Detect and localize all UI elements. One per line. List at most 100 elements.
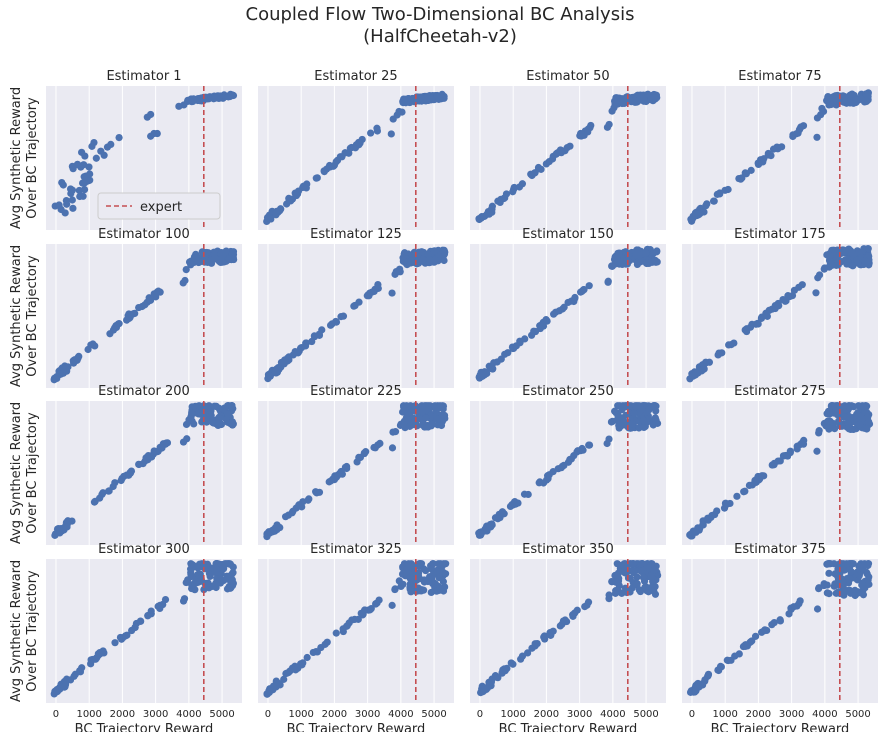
- panel-title: Estimator 1: [106, 69, 181, 84]
- legend-box: [97, 192, 221, 220]
- data-point: [713, 190, 721, 198]
- data-point: [488, 521, 496, 529]
- data-point: [556, 622, 564, 630]
- data-point: [402, 567, 410, 576]
- panel-title: Estimator 150: [522, 227, 614, 242]
- data-point: [815, 427, 823, 435]
- data-point: [819, 107, 828, 116]
- x-axis-label: BC Trajectory Reward: [711, 722, 850, 732]
- x-tick-label: 4000: [388, 709, 413, 720]
- data-point: [611, 589, 620, 597]
- data-point: [653, 248, 661, 256]
- data-point: [796, 597, 804, 605]
- data-point: [640, 577, 649, 585]
- data-point: [429, 560, 437, 568]
- data-point: [87, 656, 95, 664]
- data-point: [218, 251, 227, 259]
- data-point: [545, 471, 553, 479]
- data-point: [406, 96, 414, 104]
- x-tick-label: 5000: [209, 709, 234, 720]
- data-point: [721, 499, 730, 508]
- data-point: [343, 622, 351, 630]
- data-point: [275, 207, 284, 215]
- data-point: [509, 501, 517, 509]
- data-point: [419, 421, 427, 429]
- data-point: [387, 130, 395, 138]
- panel-background: [470, 244, 666, 388]
- panel-title: Estimator 175: [734, 227, 826, 242]
- data-point: [128, 626, 136, 635]
- data-point: [851, 591, 859, 600]
- y-axis-label: Avg Synthetic Reward Over BC Trajectory: [9, 87, 40, 229]
- data-point: [848, 560, 856, 568]
- data-point: [97, 147, 105, 155]
- panel-title: Estimator 250: [522, 384, 614, 399]
- data-point: [280, 675, 288, 683]
- data-point: [424, 250, 432, 258]
- data-point: [396, 268, 404, 276]
- data-point: [187, 413, 195, 421]
- data-point: [746, 323, 755, 331]
- data-point: [426, 256, 434, 264]
- data-point: [854, 402, 863, 410]
- data-point: [843, 260, 851, 268]
- data-point: [229, 254, 237, 262]
- data-point: [205, 402, 213, 410]
- data-point: [150, 447, 158, 455]
- data-point: [348, 616, 356, 624]
- data-point: [540, 632, 549, 640]
- data-point: [735, 174, 743, 183]
- data-point: [635, 424, 643, 432]
- data-point: [633, 573, 641, 581]
- data-point: [604, 277, 612, 285]
- data-point: [849, 99, 858, 107]
- data-point: [223, 572, 231, 580]
- data-point: [228, 419, 236, 427]
- data-point: [205, 569, 214, 578]
- data-point: [111, 639, 119, 647]
- data-point: [332, 318, 341, 326]
- data-point: [834, 259, 842, 267]
- data-point: [605, 591, 613, 599]
- data-point: [135, 460, 143, 469]
- x-axis-label: BC Trajectory Reward: [287, 722, 426, 732]
- data-point: [775, 302, 783, 310]
- data-point: [90, 498, 99, 506]
- data-point: [865, 580, 873, 588]
- data-point: [388, 444, 397, 452]
- data-point: [407, 257, 415, 265]
- x-tick-label: 0: [53, 709, 59, 720]
- data-point: [391, 428, 400, 436]
- data-point: [748, 481, 756, 489]
- data-point: [212, 560, 221, 568]
- data-point: [86, 170, 94, 178]
- data-point: [223, 415, 231, 423]
- data-point: [226, 560, 234, 568]
- data-point: [531, 327, 540, 336]
- panel-background: [470, 86, 666, 230]
- data-point: [571, 295, 579, 303]
- data-point: [620, 418, 628, 426]
- data-point: [115, 134, 123, 142]
- data-point: [695, 210, 704, 218]
- data-point: [501, 667, 509, 675]
- data-point: [297, 502, 305, 510]
- data-point: [351, 301, 359, 310]
- data-point: [68, 196, 76, 204]
- data-point: [201, 258, 209, 266]
- data-point: [313, 648, 321, 656]
- figure-title-line-2: (HalfCheetah-v2): [363, 26, 517, 47]
- y-axis-label-line: Avg Synthetic Reward: [9, 87, 24, 229]
- panel-title: Estimator 200: [98, 384, 190, 399]
- data-point: [79, 192, 87, 200]
- data-point: [776, 617, 784, 625]
- data-point: [647, 92, 655, 100]
- data-point: [437, 421, 446, 430]
- data-point: [863, 91, 871, 99]
- data-point: [404, 416, 412, 424]
- data-point: [769, 145, 778, 153]
- data-point: [501, 194, 509, 202]
- data-point: [85, 163, 93, 171]
- data-point: [825, 251, 834, 259]
- data-point: [539, 479, 548, 487]
